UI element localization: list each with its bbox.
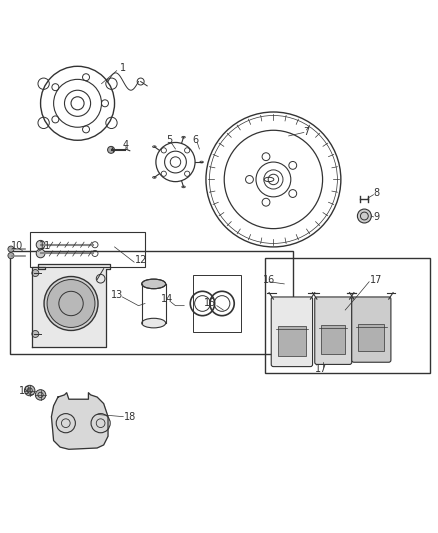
Bar bbox=[358, 324, 385, 351]
Text: 5: 5 bbox=[166, 135, 172, 146]
FancyBboxPatch shape bbox=[271, 297, 313, 367]
FancyBboxPatch shape bbox=[352, 297, 391, 362]
Circle shape bbox=[108, 147, 115, 154]
Text: 19: 19 bbox=[19, 385, 32, 395]
Circle shape bbox=[44, 277, 98, 330]
Polygon shape bbox=[51, 393, 108, 449]
Text: 9: 9 bbox=[374, 212, 380, 222]
Text: 17: 17 bbox=[370, 274, 382, 285]
Circle shape bbox=[32, 330, 39, 337]
Text: 4: 4 bbox=[122, 140, 128, 150]
Polygon shape bbox=[32, 264, 110, 347]
Text: 7: 7 bbox=[303, 126, 309, 136]
Text: 11: 11 bbox=[39, 240, 51, 251]
Circle shape bbox=[47, 279, 95, 327]
Circle shape bbox=[36, 240, 45, 249]
Circle shape bbox=[36, 249, 45, 258]
Text: 8: 8 bbox=[374, 188, 380, 198]
Bar bbox=[30, 232, 145, 266]
Text: 17: 17 bbox=[315, 364, 328, 374]
Text: 12: 12 bbox=[134, 255, 147, 265]
Text: 10: 10 bbox=[11, 240, 23, 251]
Bar bbox=[193, 275, 241, 332]
Bar bbox=[321, 325, 345, 353]
Bar bbox=[10, 251, 293, 353]
Text: 13: 13 bbox=[111, 290, 123, 300]
Circle shape bbox=[8, 246, 14, 252]
Circle shape bbox=[35, 390, 46, 400]
FancyBboxPatch shape bbox=[315, 297, 352, 365]
Ellipse shape bbox=[142, 318, 166, 328]
Circle shape bbox=[32, 270, 39, 277]
Circle shape bbox=[8, 253, 14, 259]
Text: 6: 6 bbox=[192, 135, 198, 146]
Circle shape bbox=[25, 385, 35, 396]
Text: 14: 14 bbox=[161, 294, 173, 304]
Ellipse shape bbox=[142, 279, 166, 289]
Circle shape bbox=[357, 209, 371, 223]
Bar bbox=[265, 258, 430, 373]
Text: 16: 16 bbox=[263, 274, 275, 285]
Text: 18: 18 bbox=[124, 411, 136, 422]
Text: 1: 1 bbox=[120, 63, 126, 74]
Text: 15: 15 bbox=[204, 298, 216, 309]
Bar bbox=[278, 326, 306, 356]
